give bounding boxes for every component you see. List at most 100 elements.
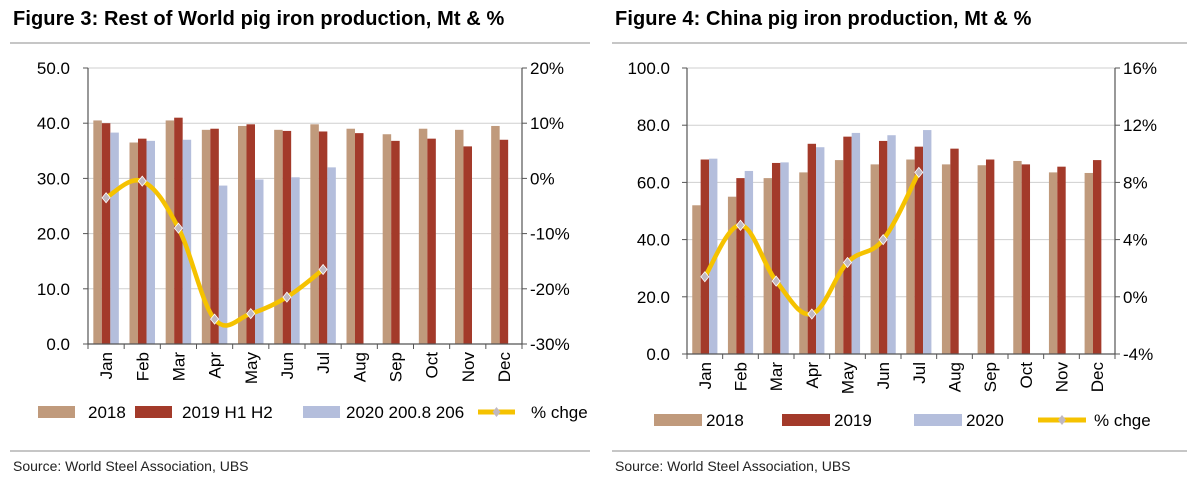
pct-change-marker-jun (878, 233, 888, 246)
x-tick-label-apr: Apr (803, 362, 822, 389)
bar-2019-jul (318, 131, 328, 344)
bar-2020-mar (182, 139, 192, 344)
bar-2019-nov (463, 146, 472, 344)
bar-2018-aug (346, 128, 356, 344)
bar-2019-dec (1092, 160, 1102, 354)
x-tick-label-may: May (242, 352, 261, 385)
bar-2019-aug (950, 148, 959, 354)
y-tick-label: 50.0 (37, 59, 70, 78)
bar-2018-sep (382, 134, 392, 344)
y2-tick-label: -30% (530, 335, 570, 354)
bar-2018-nov (1048, 172, 1058, 354)
legend-swatch-2019 (782, 414, 830, 426)
figure-3-chart: 0.0 10.0 20.0 30.0 40.0 50.0 -30% -20% -10% 0% 10%… (37, 59, 588, 422)
figure-3-panel: Figure 3: Rest of World pig iron product… (10, 8, 590, 474)
y-tick-label: 40.0 (637, 231, 670, 250)
figure-3-title: Figure 3: Rest of World pig iron product… (13, 8, 505, 30)
legend-label-2020: 2020 (966, 411, 1004, 430)
y-tick-label: 20.0 (637, 288, 670, 307)
bar-2020-may (254, 179, 264, 344)
legend-swatch-marker (492, 407, 501, 417)
y2-tick-label: 16% (1123, 59, 1157, 78)
legend-label-%: % chge (1094, 411, 1151, 430)
figure-4-bottom-rule (612, 450, 1187, 452)
pct-change-marker-jan (700, 271, 710, 283)
figure-4-panel: Figure 4: China pig iron production, Mt … (600, 0, 1197, 482)
figure-3-source: Source: World Steel Association, UBS (13, 458, 249, 474)
legend-label-2019: 2019 H1 H2 (182, 403, 273, 422)
y-tick-label: 30.0 (37, 169, 70, 188)
pct-change-marker-apr (807, 308, 817, 320)
x-tick-label-mar: Mar (767, 362, 786, 392)
bar-2018-dec (1084, 172, 1093, 354)
y2-tick-label: -4% (1123, 345, 1153, 364)
legend-swatch-marker (1058, 415, 1066, 425)
figure-4-source: Source: World Steel Association, UBS (615, 458, 851, 474)
bar-2020-apr (218, 185, 228, 344)
bar-2019-jun (878, 140, 888, 354)
bar-2020-mar (780, 162, 789, 354)
bar-2020-jul (327, 167, 336, 344)
x-tick-label-dec: Dec (495, 352, 514, 383)
y-tick-label: 60.0 (637, 173, 670, 192)
bar-2018-jun (870, 164, 879, 354)
bar-2019-mar (771, 162, 781, 354)
bar-2018-may (834, 160, 844, 354)
x-tick-label-jun: Jun (278, 352, 297, 379)
bar-2020-jan (110, 132, 119, 344)
x-tick-label-oct: Oct (1017, 362, 1036, 389)
legend-swatch-2018 (38, 406, 75, 418)
bar-2018-nov (455, 129, 464, 344)
legend-swatch-2018 (654, 414, 702, 426)
y-tick-label: 80.0 (637, 116, 670, 135)
bar-2019-feb (736, 178, 745, 354)
y2-tick-label: 8% (1123, 173, 1148, 192)
bar-2018-mar (165, 120, 175, 344)
bar-2020-jun (291, 177, 300, 344)
x-tick-label-nov: Nov (459, 352, 478, 383)
pct-change-marker-apr (210, 313, 220, 325)
x-tick-label-sep: Sep (386, 352, 405, 382)
bar-2018-oct (1013, 160, 1022, 354)
bar-2019-may (246, 124, 255, 344)
bar-2018-feb (727, 196, 737, 354)
legend-swatch-2020 (303, 406, 340, 418)
x-tick-label-mar: Mar (169, 352, 188, 382)
legend-swatch-2020 (914, 414, 962, 426)
y2-tick-label: 0% (1123, 288, 1148, 307)
y2-tick-label: -20% (530, 280, 570, 299)
bar-2020-feb (744, 170, 754, 354)
x-tick-label-aug: Aug (946, 362, 965, 392)
bar-2018-jan (692, 205, 701, 354)
x-tick-label-jan: Jan (696, 362, 715, 389)
figure-4-title: Figure 4: China pig iron production, Mt … (615, 8, 1032, 30)
bar-2019-jan (101, 123, 111, 344)
x-tick-label-jul: Jul (314, 352, 333, 374)
pct-change-marker-jul (914, 166, 924, 179)
bar-2019-feb (138, 138, 147, 344)
figure-4-chart: 0.0 20.0 40.0 60.0 80.0 100.0 -4% 0% 4% 8% 12% 16% J… (627, 59, 1157, 430)
bar-2018-dec (491, 125, 500, 345)
y2-tick-label: 10% (530, 114, 564, 133)
bar-2019-oct (1021, 164, 1031, 354)
y-tick-label: 40.0 (37, 114, 70, 133)
bar-2018-jan (93, 120, 102, 344)
pct-change-marker-may (246, 307, 256, 320)
y2-tick-label: 20% (530, 59, 564, 78)
pct-change-marker-jan (101, 192, 111, 204)
pct-change-marker-jul (318, 263, 328, 276)
pct-change-marker-may (842, 256, 853, 269)
legend-swatch-2019 (135, 406, 172, 418)
figure-3-top-rule (10, 42, 590, 44)
bar-2019-dec (499, 139, 509, 344)
x-tick-label-feb: Feb (133, 352, 152, 381)
x-tick-label-jul: Jul (910, 362, 929, 384)
pct-change-marker-mar (771, 275, 781, 287)
bar-2018-jul (906, 159, 915, 354)
bar-2018-may (238, 125, 247, 345)
pct-change-marker-mar (173, 222, 183, 234)
bar-2018-feb (129, 142, 139, 344)
bar-2019-sep (985, 159, 995, 354)
figure-3-bottom-rule (10, 450, 590, 452)
x-tick-label-sep: Sep (981, 362, 1000, 392)
